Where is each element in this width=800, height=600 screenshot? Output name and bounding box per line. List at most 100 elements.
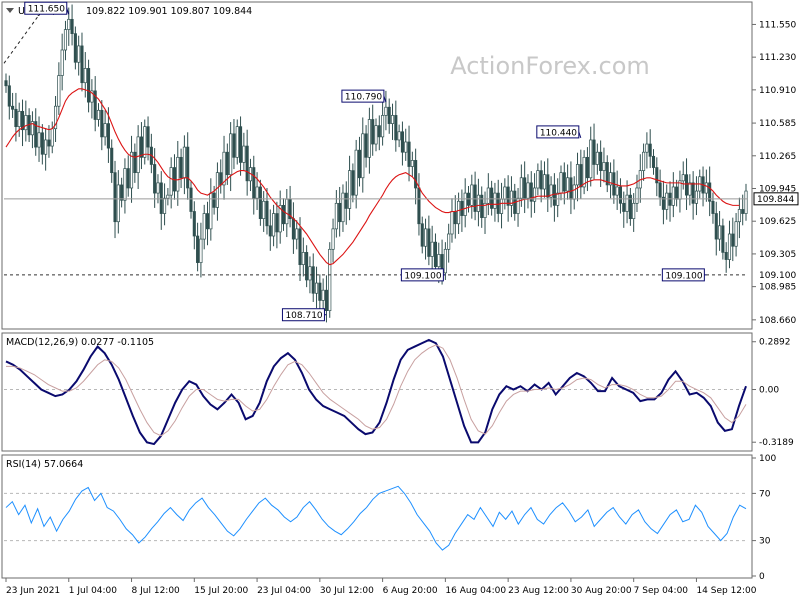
- candle-body: [328, 248, 332, 311]
- candle-body: [262, 200, 266, 220]
- candle-body: [572, 184, 576, 200]
- candle-body: [70, 18, 74, 34]
- candle-body: [281, 205, 286, 225]
- candle-body: [103, 123, 107, 138]
- candle-body: [622, 202, 626, 212]
- candle-body: [414, 160, 418, 189]
- rsi-tick-label: 70: [759, 489, 771, 499]
- candle-body: [526, 182, 530, 199]
- candle-body: [285, 198, 289, 225]
- candle-body: [123, 168, 127, 201]
- candle-body: [291, 218, 295, 240]
- candle-body: [546, 174, 550, 198]
- candle-body: [655, 167, 659, 184]
- candle-body: [394, 115, 398, 141]
- candle-body: [595, 151, 599, 165]
- macd-panel-frame: [1, 332, 753, 452]
- candle-body: [688, 182, 692, 196]
- candle-body: [90, 90, 94, 103]
- candle-body: [404, 141, 408, 153]
- candle-body: [443, 248, 447, 274]
- candle-body: [80, 45, 84, 84]
- candle-body: [744, 190, 748, 214]
- candle-body: [691, 182, 695, 204]
- candle-body: [308, 266, 312, 281]
- rsi-tick-label: 0: [759, 572, 765, 582]
- callout-label: 111.650: [28, 5, 65, 15]
- candle-body: [364, 133, 368, 158]
- candle-body: [741, 209, 745, 214]
- candle-body: [463, 192, 467, 216]
- candle-body: [539, 170, 543, 190]
- candle-body: [202, 213, 206, 240]
- candle-body: [163, 197, 167, 214]
- x-tick-label: 23 Aug 12:00: [508, 586, 569, 596]
- candle-body: [73, 33, 77, 63]
- candle-body: [645, 143, 649, 153]
- candle-body: [457, 200, 461, 225]
- candle-body: [34, 121, 38, 148]
- moving-average-line: [5, 88, 740, 266]
- candle-body: [718, 225, 722, 240]
- candle-body: [344, 192, 348, 209]
- callout-label: 110.440: [540, 128, 577, 138]
- candle-body: [609, 172, 613, 186]
- rsi-line: [5, 485, 747, 551]
- candle-body: [189, 187, 193, 212]
- candle-body: [146, 126, 150, 148]
- candle-body: [430, 241, 434, 257]
- x-axis: 23 Jun 2021 1 Jul 04:00 8 Jul 12:00 15 Jul …: [5, 578, 757, 596]
- rsi-tick-label: 100: [759, 454, 776, 464]
- candle-body: [665, 192, 669, 210]
- candle-body: [212, 192, 216, 208]
- candle-body: [40, 132, 44, 155]
- candle-body: [77, 45, 81, 63]
- candle-body: [658, 182, 662, 198]
- x-tick-label: 7 Sep 04:00: [634, 586, 689, 596]
- candle-body: [579, 164, 583, 188]
- triangle-down-icon: [6, 8, 14, 13]
- candle-body: [589, 139, 593, 179]
- candle-body: [63, 29, 68, 51]
- trend-line: [3, 14, 40, 64]
- candle-body: [30, 121, 34, 136]
- macd-main-line: [5, 338, 747, 446]
- candle-body: [169, 167, 173, 196]
- candle-body: [493, 192, 497, 209]
- price-panel-frame: [1, 1, 753, 330]
- candle-body: [374, 125, 378, 145]
- candle-body: [516, 197, 520, 214]
- price-tick-label: 111.230: [759, 53, 796, 63]
- rsi-line: [5, 485, 747, 551]
- callout-leader: [66, 8, 70, 15]
- candle-body: [407, 141, 411, 167]
- candle-body: [575, 164, 580, 186]
- candle-body: [106, 123, 110, 149]
- candle-body: [381, 115, 385, 138]
- candle-body: [129, 151, 134, 189]
- candle-body: [651, 155, 656, 168]
- callout-label: 110.790: [345, 93, 382, 103]
- x-tick-label: 8 Jul 12:00: [132, 586, 181, 596]
- candle-body: [14, 108, 18, 128]
- candle-body: [83, 68, 87, 84]
- candle-body: [334, 202, 338, 230]
- candle-body: [126, 168, 130, 189]
- candle-body: [661, 196, 665, 210]
- candle-body: [331, 228, 335, 250]
- candle-body: [153, 164, 157, 194]
- candle-body: [93, 90, 97, 120]
- price-tick-label: 109.305: [759, 250, 796, 260]
- candle-body: [215, 172, 219, 208]
- last-price-box: [753, 192, 799, 206]
- candle-body: [305, 252, 309, 281]
- candle-body: [499, 198, 504, 214]
- candle-body: [314, 282, 319, 294]
- macd-tick-label: -0.3189: [759, 438, 794, 448]
- x-tick-label: 14 Sep 12:00: [696, 586, 756, 596]
- rsi-panel-frame: [1, 454, 753, 579]
- candle-body: [268, 225, 272, 237]
- candle-body: [367, 119, 371, 158]
- candle-body: [460, 200, 464, 216]
- candle-body: [222, 151, 226, 186]
